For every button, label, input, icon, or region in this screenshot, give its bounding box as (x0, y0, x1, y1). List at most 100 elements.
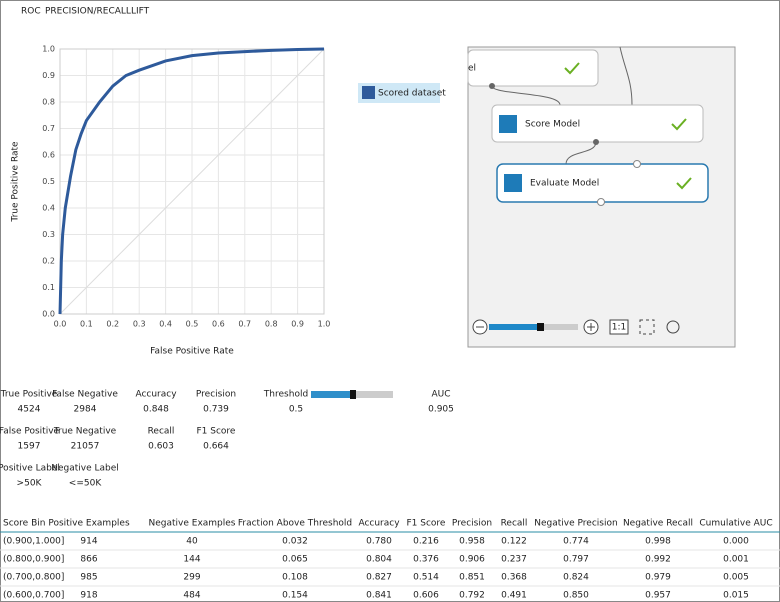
cell: 0.998 (645, 537, 671, 547)
roc-curve (58, 47, 325, 315)
cell: 0.979 (645, 573, 671, 583)
metric-value: 2984 (74, 405, 97, 415)
cell: 0.957 (645, 591, 671, 601)
fit[interactable] (639, 319, 655, 335)
pan[interactable] (666, 320, 680, 334)
cell: 0.774 (563, 537, 589, 547)
threshold-handle[interactable] (350, 390, 356, 399)
column-header: Negative Examples (149, 519, 236, 529)
node[interactable] (467, 49, 599, 87)
y-tick-label: 0.0 (42, 310, 55, 319)
cell: 0.780 (366, 537, 392, 547)
port (633, 160, 641, 168)
legend-label: Scored dataset (378, 89, 446, 99)
x-tick-label: 0.0 (54, 320, 67, 329)
metric-label: Precision (196, 390, 236, 400)
tab[interactable]: ROC (21, 7, 41, 17)
cell: 0.005 (723, 573, 749, 583)
metric-value: 0.664 (203, 442, 229, 452)
column-header: Positive Examples (48, 519, 130, 529)
plot-border (59, 48, 325, 315)
zoom-fill (489, 324, 537, 330)
cell: 0.154 (282, 591, 308, 601)
reset-zoom-label: 1:1 (612, 323, 626, 333)
y-axis-label: True Positive Rate (11, 141, 21, 223)
check (676, 177, 692, 190)
metric-value: 0.905 (428, 405, 454, 415)
cell: 0.237 (501, 555, 527, 565)
x-tick-label: 0.2 (106, 320, 119, 329)
x-tick-label: 0.8 (265, 320, 278, 329)
cell: 299 (183, 573, 200, 583)
plus (587, 323, 595, 331)
metric-value: 0.739 (203, 405, 229, 415)
metric-label: Negative Label (51, 464, 119, 474)
y-tick-label: 1.0 (42, 45, 55, 54)
node[interactable] (496, 163, 709, 203)
reset-zoom[interactable] (609, 319, 629, 335)
legend-entry[interactable] (358, 83, 440, 103)
node-label: Score Model (525, 120, 580, 130)
metric-value: 0.5 (289, 405, 303, 415)
metric-value: >50K (17, 479, 43, 489)
metric-label: Recall (148, 427, 175, 437)
y-tick-label: 0.9 (42, 71, 55, 80)
x-tick-label: 0.3 (133, 320, 146, 329)
cell: 0.491 (501, 591, 527, 601)
y-tick-label: 0.8 (42, 98, 55, 107)
column-header: Negative Recall (623, 519, 693, 529)
metric-label: Threshold (263, 390, 308, 400)
cell: 0.514 (413, 573, 439, 583)
icon (499, 115, 517, 133)
port (593, 139, 599, 145)
cell: 0.804 (366, 555, 392, 565)
x-tick-label: 1.0 (318, 320, 331, 329)
metric-label: True Positive (0, 390, 58, 400)
tab[interactable]: PRECISION/RECALL (45, 7, 131, 17)
cell: 0.824 (563, 573, 589, 583)
cell: 0.108 (282, 573, 308, 583)
metric-value: 21057 (71, 442, 100, 452)
column-header: Fraction Above Threshold (238, 519, 352, 529)
cell: (0.600,0.700] (3, 591, 64, 601)
check (671, 118, 687, 131)
metric-label: F1 Score (197, 427, 236, 437)
cell: 0.841 (366, 591, 392, 601)
metric-value: 0.848 (143, 405, 169, 415)
zoom-handle[interactable] (537, 323, 544, 331)
metric-label: True Negative (53, 427, 117, 437)
cell: 0.606 (413, 591, 439, 601)
cell: 0.850 (563, 591, 589, 601)
cell: 0.000 (723, 537, 749, 547)
column-header: Score Bin (3, 519, 45, 529)
cell: 40 (186, 537, 198, 547)
x-tick-label: 0.1 (80, 320, 93, 329)
cell: 0.792 (459, 591, 485, 601)
x-tick-label: 0.5 (186, 320, 199, 329)
edge (491, 85, 561, 106)
cell: 0.122 (501, 537, 527, 547)
x-axis-label: False Positive Rate (150, 347, 234, 357)
cell: (0.900,1.000] (3, 537, 64, 547)
cell: 0.906 (459, 555, 485, 565)
y-tick-label: 0.2 (42, 257, 55, 266)
port (489, 83, 495, 89)
tab[interactable]: LIFT (131, 7, 150, 17)
check (564, 62, 580, 75)
node[interactable] (491, 104, 704, 143)
cell: 0.065 (282, 555, 308, 565)
cell: 0.001 (723, 555, 749, 565)
metric-value: 0.603 (148, 442, 174, 452)
metric-label: Accuracy (135, 390, 177, 400)
cell: 985 (80, 573, 97, 583)
y-tick-label: 0.6 (42, 151, 55, 160)
column-header: Negative Precision (534, 519, 617, 529)
node-label: Evaluate Model (530, 179, 599, 189)
cell: (0.700,0.800] (3, 573, 64, 583)
column-header: F1 Score (407, 519, 446, 529)
column-header: Cumulative AUC (699, 519, 772, 529)
metric-value: 1597 (18, 442, 41, 452)
x-tick-label: 0.4 (159, 320, 172, 329)
cell: 0.015 (723, 591, 749, 601)
